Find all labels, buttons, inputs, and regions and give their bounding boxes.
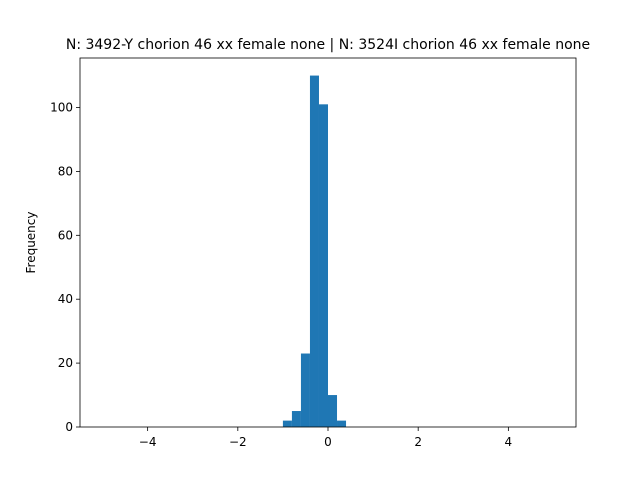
x-tick-label: 4: [505, 435, 513, 449]
y-axis-label: Frequency: [24, 212, 38, 274]
bar: [291, 411, 301, 427]
bar: [318, 104, 328, 427]
bar: [282, 420, 292, 427]
y-tick-label: 100: [50, 101, 73, 115]
x-tick-label: 0: [324, 435, 332, 449]
y-tick-label: 40: [58, 292, 73, 306]
y-tick-label: 0: [65, 420, 73, 434]
y-tick-label: 60: [58, 228, 73, 242]
x-tick-label: −2: [229, 435, 247, 449]
x-tick-label: 2: [414, 435, 422, 449]
bar: [300, 353, 310, 427]
x-tick-label: −4: [139, 435, 157, 449]
chart-title: N: 3492-Y chorion 46 xx female none | N:…: [66, 37, 590, 53]
bar: [337, 420, 347, 427]
y-tick-label: 80: [58, 164, 73, 178]
bar: [328, 395, 338, 427]
bar: [309, 75, 319, 428]
y-tick-label: 20: [58, 356, 73, 370]
